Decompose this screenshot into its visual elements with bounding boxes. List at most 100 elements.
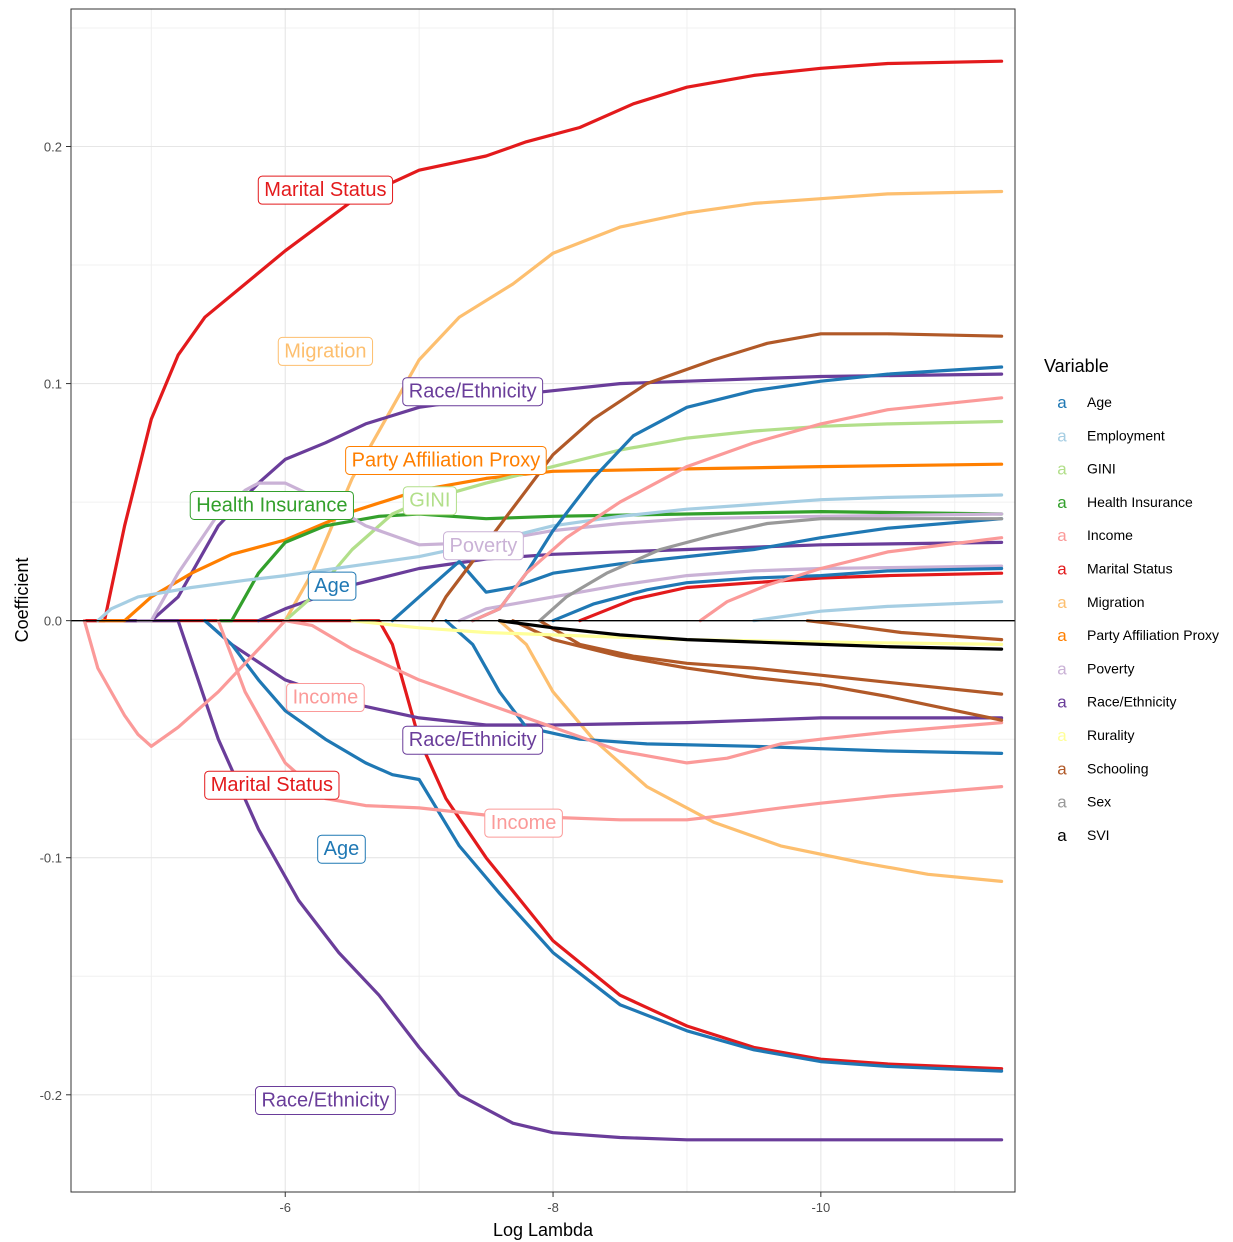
legend-item: a SVI (1057, 826, 1109, 845)
legend-item: a Party Affiliation Proxy (1057, 626, 1219, 645)
legend-item: a Income (1057, 526, 1133, 545)
legend-key: a (1057, 759, 1067, 778)
legend-key: a (1057, 659, 1067, 678)
legend-label: Race/Ethnicity (1087, 694, 1176, 710)
legend-key: a (1057, 793, 1067, 812)
legend-key: a (1057, 626, 1067, 645)
legend-key: a (1057, 393, 1067, 412)
legend-label: Sex (1087, 794, 1111, 810)
path-label-text: Party Affiliation Proxy (352, 449, 541, 471)
series-line-migration (497, 619, 1004, 883)
path-label-box (277, 336, 374, 366)
path-label-text: Race/Ethnicity (409, 729, 537, 751)
series-line-employment (752, 600, 1004, 623)
series-line-marital-status (82, 619, 1004, 1071)
legend-label: Poverty (1087, 660, 1134, 676)
legend-label: Employment (1087, 427, 1165, 443)
path-label: Marital Status (204, 770, 340, 800)
series-line-race-ethnicity (203, 619, 1004, 727)
legend-item: a Age (1057, 393, 1112, 412)
path-label: GINI (402, 486, 457, 516)
path-label-text: Income (293, 687, 359, 709)
series-line-age (203, 619, 1004, 1073)
path-label: Migration (277, 336, 374, 366)
path-label: Health Insurance (189, 490, 354, 520)
legend-label: Income (1087, 527, 1133, 543)
path-label-box (443, 531, 524, 561)
path-label: Race/Ethnicity (402, 377, 544, 407)
legend-title: Variable (1044, 356, 1109, 376)
path-label-box (484, 808, 563, 838)
path-label: Income (484, 808, 563, 838)
y-tick-label: -0.1 (40, 851, 62, 866)
plot-panel-background (71, 9, 1015, 1192)
series-line-income (82, 619, 1004, 765)
series-line-health-insurance (216, 510, 1004, 623)
legend-label: Rurality (1087, 727, 1134, 743)
legend-item: a Poverty (1057, 659, 1134, 678)
legend-item: a Marital Status (1057, 560, 1172, 579)
legend-key: a (1057, 493, 1067, 512)
series-line-age (551, 566, 1004, 623)
path-label: Race/Ethnicity (254, 1086, 396, 1116)
y-axis-label: Coefficient (12, 558, 32, 643)
path-label-box (254, 1086, 396, 1116)
path-label-text: Poverty (450, 535, 518, 557)
y-tick-label: -0.2 (40, 1088, 62, 1103)
legend-label: Schooling (1087, 760, 1149, 776)
series-line-age (390, 517, 1004, 623)
legend-key: a (1057, 593, 1067, 612)
legend-item: a GINI (1057, 460, 1116, 479)
series-line-marital-status (82, 59, 1004, 623)
legend-label: SVI (1087, 827, 1110, 843)
y-tick-label: 0.2 (44, 140, 62, 155)
path-label-text: Race/Ethnicity (409, 381, 537, 403)
series-line-schooling (538, 619, 1004, 696)
legend-key: a (1057, 560, 1067, 579)
path-label-text: Age (314, 575, 350, 597)
path-label-box (307, 571, 357, 601)
legend-key: a (1057, 726, 1067, 745)
legend-label: GINI (1087, 461, 1116, 477)
series-line-race-ethnicity (123, 619, 1004, 1142)
legend-label: Migration (1087, 594, 1145, 610)
x-tick-label: -10 (811, 1200, 830, 1215)
path-label-text: Age (324, 838, 360, 860)
series-line-svi (497, 619, 1004, 651)
path-label-box (402, 377, 544, 407)
path-label-text: Race/Ethnicity (261, 1090, 389, 1112)
plot-panel-border (70, 8, 1016, 1193)
legend-item: a Sex (1057, 793, 1111, 812)
path-label: Race/Ethnicity (402, 725, 544, 755)
series-line-income (471, 396, 1004, 623)
path-label: Age (317, 834, 366, 864)
path-label-box (257, 175, 394, 205)
legend-key: a (1057, 526, 1067, 545)
y-tick-label: 0.1 (44, 377, 62, 392)
path-label: Income (286, 683, 365, 713)
legend-key: a (1057, 460, 1067, 479)
path-label: Age (307, 571, 357, 601)
path-label-text: Migration (284, 340, 366, 362)
legend-item: a Race/Ethnicity (1057, 693, 1176, 712)
path-label-box (402, 486, 457, 516)
x-tick-label: -6 (279, 1200, 291, 1215)
series-line-age (444, 619, 1004, 755)
y-axis-ticks: -0.2 -0.1 0.0 0.1 0.2 (40, 140, 71, 1103)
y-tick-label: 0.0 (44, 614, 62, 629)
series-line-sex (538, 517, 1004, 623)
path-label-box (204, 770, 340, 800)
x-axis-ticks: -6 -8 -10 (279, 1192, 830, 1215)
x-axis-label: Log Lambda (493, 1220, 594, 1240)
series-line-gini (283, 419, 1004, 623)
path-label-text: Health Insurance (196, 494, 347, 516)
series-line-income (698, 536, 1004, 623)
path-labels: Marital Status Migration Race/Ethnicity Par… (189, 175, 563, 1116)
legend-key: a (1057, 426, 1067, 445)
path-label: Poverty (443, 531, 524, 561)
legend-label: Marital Status (1087, 561, 1173, 577)
legend-item: a Employment (1057, 426, 1165, 445)
path-label-text: Marital Status (211, 774, 333, 796)
legend: Variable a Age a Employment a GINI a Health Ins… (1044, 356, 1219, 845)
